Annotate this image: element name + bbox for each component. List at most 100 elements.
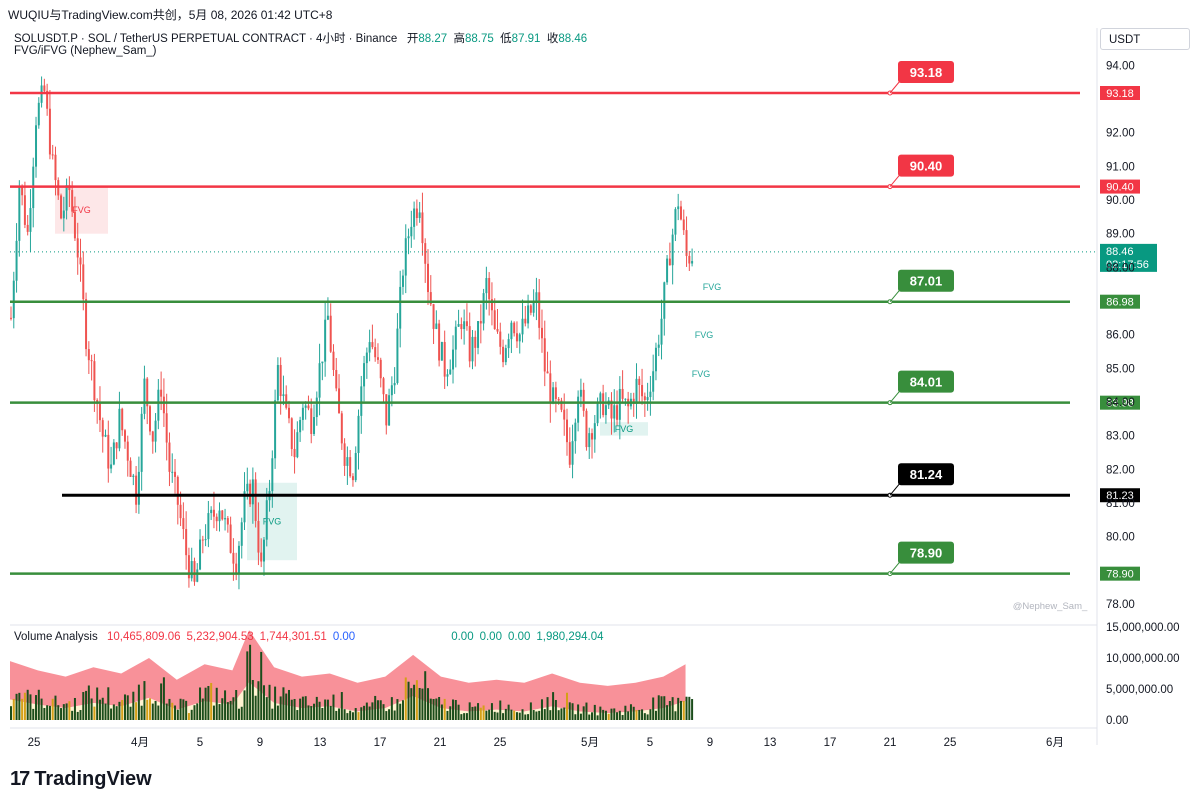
author-watermark: @Nephew_Sam_ xyxy=(1013,601,1088,612)
candle-body xyxy=(563,409,566,420)
volume-bar xyxy=(329,705,332,720)
candle-body xyxy=(240,522,243,546)
currency-selector[interactable]: USDT xyxy=(1100,28,1190,50)
candle-body xyxy=(93,361,96,401)
candle-body xyxy=(110,464,113,469)
volume-bar xyxy=(438,696,441,720)
volume-bar xyxy=(490,703,493,720)
candle-body xyxy=(101,420,104,437)
volume-band-base xyxy=(10,682,686,720)
volume-bar xyxy=(585,702,588,720)
time-tick-label: 17 xyxy=(824,737,837,749)
candle-body xyxy=(32,166,35,209)
candle-body xyxy=(674,209,677,235)
candle-body xyxy=(23,195,26,225)
candle-body xyxy=(349,457,352,477)
candle-body xyxy=(246,483,249,492)
price-tick-label: 83.00 xyxy=(1106,431,1135,443)
candle-body xyxy=(579,389,582,397)
volume-bar xyxy=(274,686,277,720)
volume-bar xyxy=(199,687,202,720)
candle-body xyxy=(652,371,655,392)
time-tick-label: 13 xyxy=(764,737,777,749)
time-tick-label: 4月 xyxy=(131,737,149,749)
level-anchor xyxy=(887,492,893,498)
candle-body xyxy=(415,208,418,219)
volume-bar xyxy=(415,680,418,720)
candle-body xyxy=(493,310,496,330)
candle-body xyxy=(196,569,199,582)
candle-body xyxy=(638,378,641,385)
volume-bar xyxy=(182,699,185,720)
candle-body xyxy=(151,431,154,442)
volume-tick-label: 5,000,000.00 xyxy=(1106,684,1173,696)
symbol-name[interactable]: SOLUSDT.P · SOL / TetherUS PERPETUAL CON… xyxy=(14,33,398,45)
candle-body xyxy=(682,219,685,231)
close-label: 收 xyxy=(546,33,559,45)
volume-bar xyxy=(560,708,563,720)
volume-bar xyxy=(666,705,669,720)
candle-body xyxy=(404,238,407,276)
volume-bar xyxy=(374,695,377,720)
volume-bar xyxy=(249,644,252,720)
candle-body xyxy=(60,195,63,219)
fvg-zone-label: FVG xyxy=(72,205,91,215)
candle-body xyxy=(429,292,432,305)
volume-bar xyxy=(121,699,124,720)
candle-body xyxy=(627,398,630,407)
volume-bar xyxy=(593,704,596,720)
volume-bar xyxy=(237,708,240,720)
price-levels: 93.18 93.18 90.40 90.40 87.01 86.98 84.01 83.98… xyxy=(10,61,1157,581)
volume-bar xyxy=(474,706,477,720)
candle-body xyxy=(660,318,663,345)
candle-body xyxy=(85,299,88,350)
volume-bar xyxy=(471,706,474,720)
candle-body xyxy=(446,374,449,377)
volume-legend-title[interactable]: Volume Analysis xyxy=(14,631,98,643)
candle-body xyxy=(326,315,329,320)
volume-bar xyxy=(226,702,229,720)
level-tag xyxy=(898,154,954,177)
volume-bar xyxy=(115,706,118,720)
tradingview-logo[interactable]: 17 TradingView xyxy=(10,768,152,791)
candle-body xyxy=(132,475,135,477)
candle-body xyxy=(288,407,290,419)
volume-bar xyxy=(146,699,149,720)
volume-bar xyxy=(76,711,79,720)
volume-bar xyxy=(85,690,88,720)
level-axis-label: 86.98 xyxy=(1106,297,1134,309)
volume-bar xyxy=(574,714,577,720)
indicator-name[interactable]: FVG/iFVG (Nephew_Sam_) xyxy=(14,45,157,57)
candle-body xyxy=(279,365,282,397)
level-tag-label: 90.40 xyxy=(910,159,943,174)
volume-bar xyxy=(535,711,538,720)
volume-bar xyxy=(174,705,177,720)
candle-body xyxy=(262,539,265,562)
volume-bar xyxy=(460,714,463,720)
candle-body xyxy=(566,419,568,443)
candle-body xyxy=(604,405,607,416)
volume-legend-value: 1,980,294.04 xyxy=(536,631,604,643)
candle-body xyxy=(299,419,302,433)
level-tag-leader xyxy=(889,174,901,187)
volume-bar xyxy=(129,706,132,720)
volume-bar xyxy=(82,692,85,720)
candle-body xyxy=(688,255,691,264)
close-value: 88.46 xyxy=(558,33,588,45)
volume-panel xyxy=(10,630,694,720)
candle-body xyxy=(554,387,557,399)
candle-body xyxy=(71,190,74,212)
candle-body xyxy=(357,415,360,454)
volume-bar xyxy=(538,710,541,720)
volume-bar xyxy=(599,706,602,720)
volume-bar xyxy=(465,713,468,720)
volume-bar xyxy=(251,680,254,720)
candle-body xyxy=(365,352,368,364)
candle-body xyxy=(48,108,51,155)
volume-bar xyxy=(313,703,316,720)
time-tick-label: 21 xyxy=(434,737,447,749)
candle-body xyxy=(143,378,146,414)
level-tag-label: 84.01 xyxy=(910,375,943,390)
candle-body xyxy=(157,389,160,421)
